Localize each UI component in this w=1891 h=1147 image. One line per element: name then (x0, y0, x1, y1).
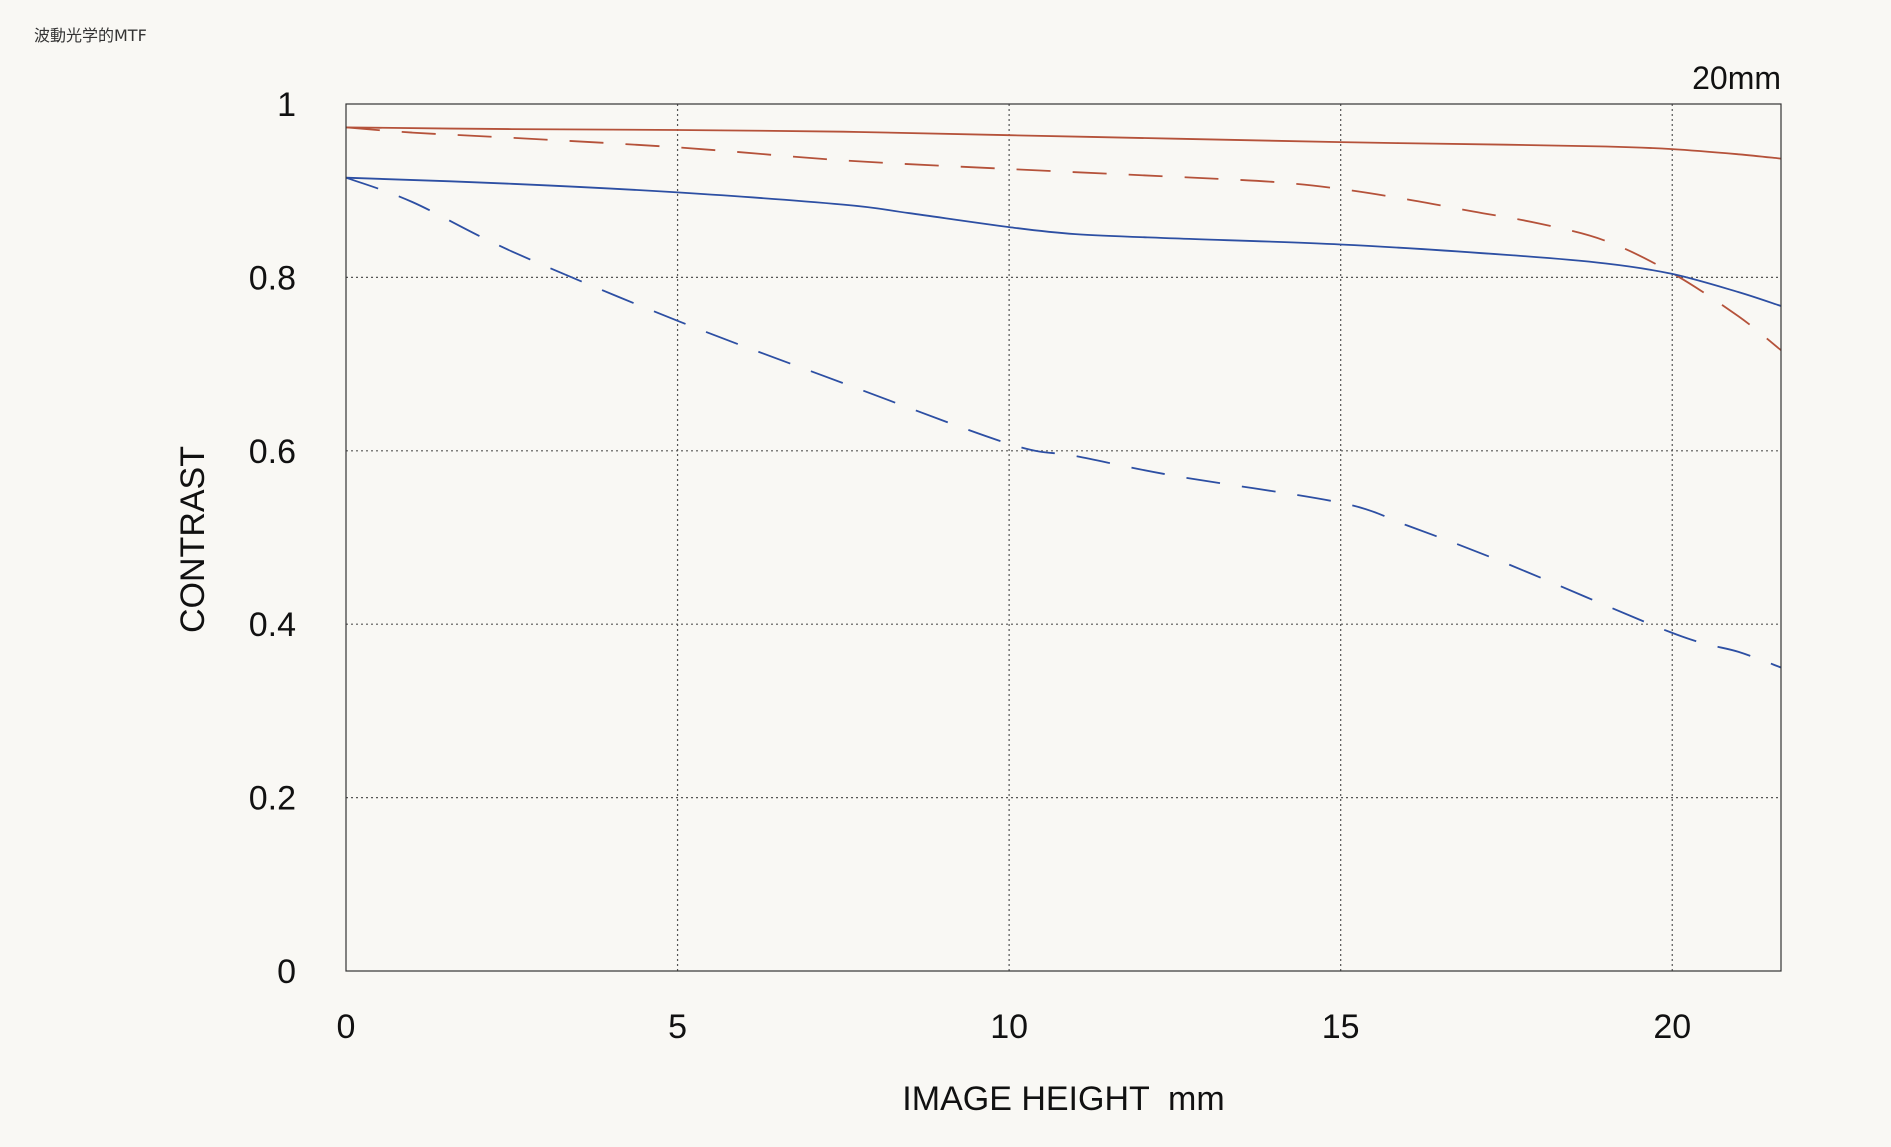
plot-frame (345, 103, 1782, 972)
series-line-1 (345, 126, 1782, 351)
y-tick-label: 1 (277, 86, 296, 124)
series-line-2 (345, 176, 1782, 307)
x-tick-label: 20 (1653, 1008, 1691, 1046)
y-tick-label: 0.4 (249, 606, 296, 644)
y-tick-label: 0.2 (249, 780, 296, 818)
grid (346, 104, 1781, 971)
x-tick-label: 10 (990, 1008, 1028, 1046)
y-tick-label: 0.6 (249, 433, 296, 471)
y-tick-label: 0 (277, 953, 296, 991)
x-tick-label: 5 (668, 1008, 687, 1046)
x-axis-title: IMAGE HEIGHT mm (902, 1080, 1224, 1118)
x-tick-label: 15 (1322, 1008, 1360, 1046)
series-line-0 (345, 126, 1782, 160)
chart-caption: 波動光学的MTF (34, 26, 147, 45)
y-tick-label: 0.8 (249, 259, 296, 297)
chart-title: 20mm (1692, 60, 1781, 96)
series-lines (345, 126, 1782, 669)
x-tick-labels: 0 5 10 15 20 (337, 1008, 1692, 1046)
x-tick-label: 0 (337, 1008, 356, 1046)
y-tick-labels: 0 0.2 0.4 0.6 0.8 1 (249, 86, 296, 991)
y-axis-title: CONTRAST (174, 446, 212, 633)
series-line-3 (345, 176, 1782, 669)
